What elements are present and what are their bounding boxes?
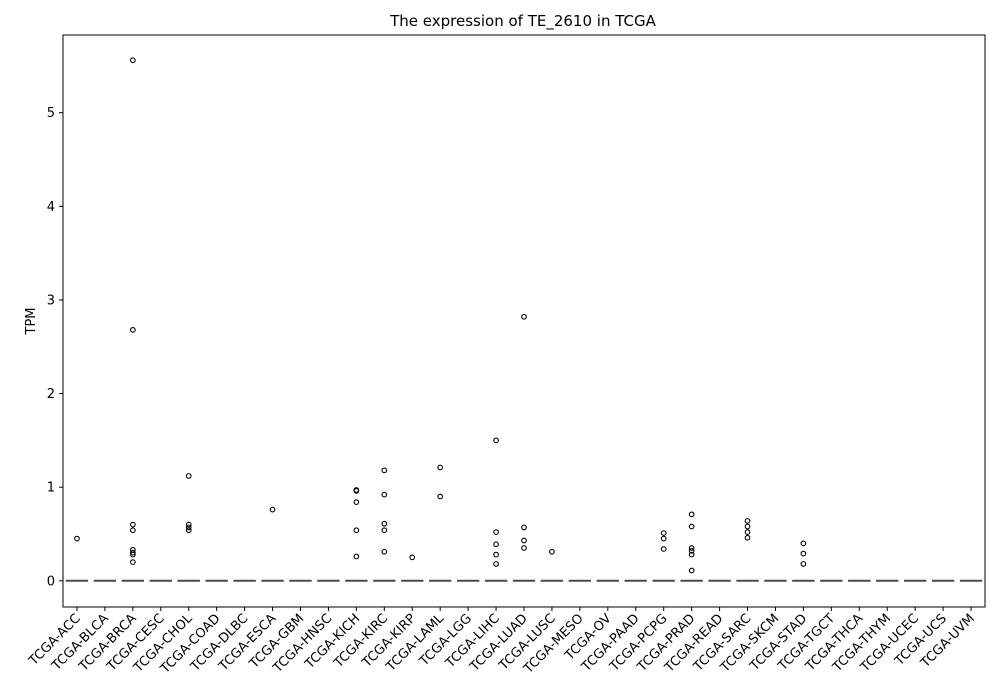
axes-frame [62, 34, 986, 608]
outlier-point [381, 467, 388, 474]
outlier-point [688, 547, 695, 554]
chart-title: The expression of TE_2610 in TCGA [389, 12, 656, 31]
outlier-point [437, 464, 444, 471]
outlier-point [129, 327, 136, 333]
outlier-point [800, 540, 807, 547]
y-tick-label: 4 [47, 200, 55, 215]
outlier-point [688, 523, 695, 530]
outlier-point [521, 313, 527, 320]
outlier-point [493, 561, 499, 567]
outlier-point [381, 527, 388, 534]
outlier-point [744, 534, 751, 541]
outlier-point [129, 559, 136, 565]
outlier-point [381, 548, 388, 555]
outlier-point [800, 550, 807, 557]
outlier-point [493, 529, 499, 535]
outlier-point [381, 520, 388, 527]
outlier-point [353, 527, 360, 534]
outlier-point [185, 524, 192, 531]
outlier-point [381, 491, 388, 498]
outlier-point [688, 545, 695, 551]
outlier-point [437, 493, 444, 500]
outlier-point [353, 499, 360, 505]
outlier-point [353, 553, 360, 560]
outlier-point [185, 473, 192, 479]
outlier-point [688, 511, 695, 518]
y-tick-label: 3 [47, 293, 55, 308]
outlier-point [521, 524, 527, 531]
y-tick-label: 2 [47, 387, 55, 402]
outlier-point [129, 521, 136, 528]
y-tick-label: 1 [47, 481, 55, 496]
outlier-point [800, 561, 807, 567]
outlier-point [269, 506, 276, 513]
outlier-point [744, 529, 751, 535]
outlier-point [744, 523, 751, 530]
outlier-point [129, 57, 136, 64]
outlier-point [660, 546, 667, 552]
outlier-point [353, 488, 360, 494]
y-tick-label: 0 [47, 574, 55, 589]
outlier-point [129, 527, 136, 534]
outlier-point [185, 527, 192, 534]
outlier-point [521, 537, 527, 544]
outlier-point [660, 535, 667, 542]
outlier-point [493, 437, 499, 444]
outlier-point [688, 567, 695, 574]
outlier-point [185, 521, 192, 528]
outlier-point [688, 551, 695, 558]
outlier-point [129, 549, 136, 556]
outlier-point [493, 541, 499, 548]
outlier-point [549, 548, 555, 555]
plot-area: 012345TCGA-ACCTCGA-BLCATCGA-BRCATCGA-CES… [26, 34, 986, 677]
outlier-point [129, 551, 136, 558]
outlier-point [493, 551, 499, 558]
y-tick-label: 5 [47, 106, 55, 121]
outlier-point [744, 518, 751, 524]
y-axis-label: TPM [24, 308, 39, 336]
outlier-point [409, 554, 416, 561]
outlier-point [74, 535, 80, 542]
outlier-point [660, 530, 667, 536]
outlier-point [521, 545, 527, 551]
